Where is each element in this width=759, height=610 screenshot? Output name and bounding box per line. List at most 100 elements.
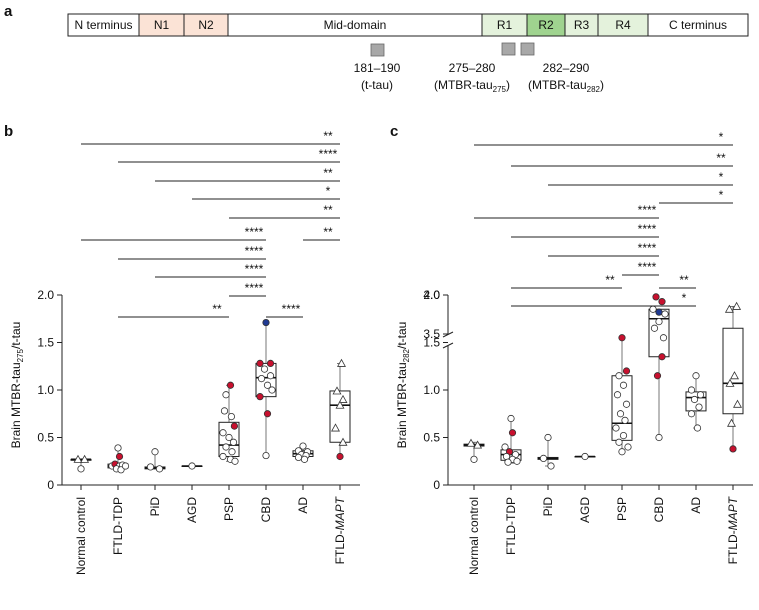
data-point xyxy=(262,318,270,327)
peptide-marker xyxy=(501,42,516,56)
y-tick-label: 2.0 xyxy=(37,288,54,302)
x-category-label: PSP xyxy=(222,497,236,521)
significance-label: ** xyxy=(323,166,333,180)
data-point xyxy=(299,442,307,450)
x-category-label: FTLD-MAPT xyxy=(333,495,347,564)
x-category-label: PSP xyxy=(615,497,629,521)
y-tick-label: 0.5 xyxy=(37,431,54,445)
data-point xyxy=(121,462,130,470)
domain-segment-label: Mid-domain xyxy=(324,18,387,32)
significance-label: **** xyxy=(245,244,264,258)
data-point xyxy=(256,359,264,367)
significance-label: **** xyxy=(638,203,657,217)
data-point xyxy=(256,393,264,401)
data-point xyxy=(231,457,239,465)
peptide-name: (MTBR-tau275) xyxy=(434,78,510,94)
significance-label: **** xyxy=(638,222,657,236)
data-point xyxy=(695,403,703,411)
significance-label: **** xyxy=(638,241,657,255)
data-point-triangle xyxy=(331,423,340,432)
peptide-name: (MTBR-tau282) xyxy=(528,78,604,94)
data-point xyxy=(188,462,196,470)
data-point xyxy=(226,381,235,389)
box xyxy=(685,391,707,412)
peptide-range: 282–290 xyxy=(543,61,590,75)
y-tick-label: 0.5 xyxy=(423,431,440,445)
data-point xyxy=(257,374,266,383)
data-point xyxy=(612,424,620,432)
domain-segment-label: R2 xyxy=(538,18,554,32)
significance-label: **** xyxy=(319,147,338,161)
y-axis-title: Brain MTBR-tau282/t-tau xyxy=(395,322,411,449)
domain-segment-label: N1 xyxy=(154,18,170,32)
data-point xyxy=(655,433,663,442)
panel-letter-c: c xyxy=(390,123,398,140)
data-point xyxy=(693,424,702,432)
data-point xyxy=(294,453,303,462)
data-point xyxy=(262,451,270,460)
peptide-marker xyxy=(520,42,535,56)
y-tick-label: 1.0 xyxy=(37,383,54,397)
x-category-label: AD xyxy=(689,497,703,514)
x-category-label: Normal control xyxy=(467,497,481,575)
data-point-triangle xyxy=(724,304,734,313)
data-point xyxy=(263,410,272,418)
data-point xyxy=(219,429,227,437)
significance-label: ** xyxy=(323,129,333,143)
significance-label: ** xyxy=(323,225,333,239)
data-point xyxy=(581,452,589,461)
peptide-range: 181–190 xyxy=(354,61,401,75)
chart-panel-c: 0 0.5 1.0 1.5 2.0 3.5 4.0 Normal control FTLD-TD… xyxy=(395,130,753,575)
significance-label: **** xyxy=(638,260,657,274)
data-point xyxy=(117,466,125,474)
box xyxy=(255,362,277,398)
data-point xyxy=(615,438,623,446)
data-point xyxy=(687,410,696,418)
significance-label: * xyxy=(719,170,724,184)
significance-label: ** xyxy=(679,273,689,287)
data-point xyxy=(624,443,632,451)
domain-segment-label: N2 xyxy=(198,18,214,32)
data-point xyxy=(508,429,517,437)
peptide-name: (t-tau) xyxy=(361,78,393,92)
domain-map: N terminus N1 N2 Mid-domain R1 R2 R3 R4 C termin… xyxy=(67,13,749,94)
data-point xyxy=(621,416,629,424)
y-tick-label: 0 xyxy=(47,478,54,492)
data-point xyxy=(729,445,737,453)
data-point xyxy=(692,372,700,380)
data-point xyxy=(513,457,521,465)
data-point xyxy=(547,462,555,470)
y-axis-title: Brain MTBR-tau275/t-tau xyxy=(9,322,25,449)
x-category-label: CBD xyxy=(259,497,273,523)
data-point xyxy=(507,414,515,423)
x-category-label: FTLD-MAPT xyxy=(726,495,740,564)
x-category-label: CBD xyxy=(652,497,666,523)
data-point xyxy=(260,365,269,373)
data-point-triangle xyxy=(80,454,90,463)
significance-label: **** xyxy=(282,302,301,316)
domain-segment-label: C terminus xyxy=(669,18,727,32)
data-point xyxy=(613,391,622,399)
x-category-label: PiD xyxy=(148,497,162,517)
data-point-triangle xyxy=(338,437,348,446)
box xyxy=(329,390,351,443)
data-point xyxy=(618,334,626,342)
data-point xyxy=(222,391,230,399)
y-tick-label: 1.5 xyxy=(37,336,54,350)
significance-label: ** xyxy=(212,302,222,316)
data-point xyxy=(225,433,233,442)
data-point xyxy=(649,305,657,313)
data-point-triangle xyxy=(335,400,345,409)
data-point xyxy=(652,293,660,301)
y-tick-label: 1.0 xyxy=(423,383,440,397)
x-category-label: FTLD-TDP xyxy=(504,497,518,555)
data-point-triangle xyxy=(332,386,342,395)
significance-label: * xyxy=(719,130,724,144)
domain-segment-label: R3 xyxy=(574,18,590,32)
significance-label: * xyxy=(719,188,724,202)
data-point-triangle xyxy=(466,438,476,447)
data-point xyxy=(659,334,668,342)
domain-segment xyxy=(647,13,749,37)
data-point xyxy=(504,458,512,466)
